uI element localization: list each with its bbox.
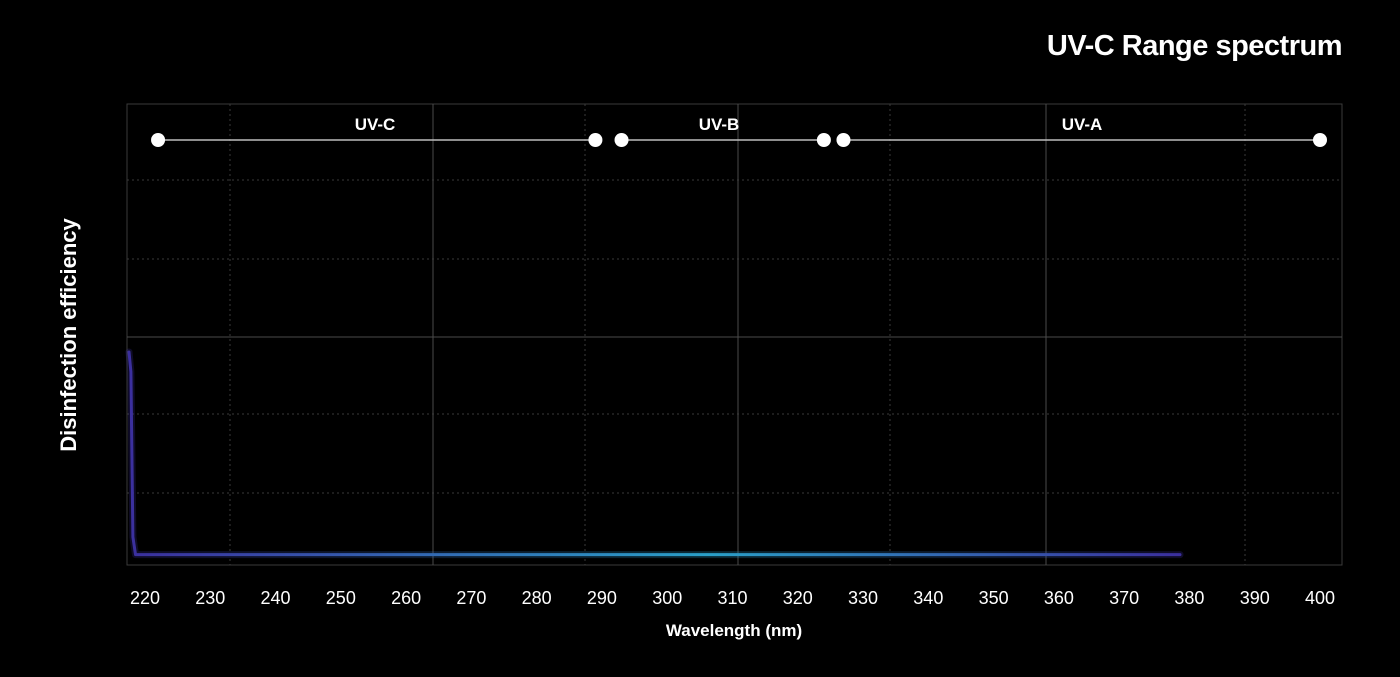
x-tick-label: 340 xyxy=(913,588,943,608)
band-end-marker xyxy=(816,133,831,147)
x-tick-label: 220 xyxy=(130,588,160,608)
x-tick-label: 360 xyxy=(1044,588,1074,608)
x-tick-label: 250 xyxy=(326,588,356,608)
x-tick-label: 240 xyxy=(261,588,291,608)
series-line xyxy=(127,350,1182,557)
x-tick-label: 330 xyxy=(848,588,878,608)
band-label: UV-C xyxy=(355,115,396,134)
x-axis-label: Wavelength (nm) xyxy=(665,621,803,640)
band-end-marker xyxy=(588,133,603,147)
band-start-marker xyxy=(151,133,166,147)
x-tick-label: 280 xyxy=(522,588,552,608)
x-tick-label: 350 xyxy=(979,588,1009,608)
x-tick-label: 230 xyxy=(195,588,225,608)
series-glow xyxy=(125,348,1184,559)
band-start-marker xyxy=(614,133,629,147)
x-tick-label: 390 xyxy=(1240,588,1270,608)
band-label: UV-A xyxy=(1062,115,1103,134)
x-tick-label: 290 xyxy=(587,588,617,608)
x-tick-label: 400 xyxy=(1305,588,1335,608)
x-tick-label: 380 xyxy=(1174,588,1204,608)
plot-frame xyxy=(126,103,1343,566)
x-tick-label: 370 xyxy=(1109,588,1139,608)
x-tick-label: 320 xyxy=(783,588,813,608)
chart-title: UV-C Range spectrum xyxy=(1046,30,1343,62)
band-start-marker xyxy=(836,133,851,147)
x-tick-label: 310 xyxy=(717,588,747,608)
x-tick-label: 300 xyxy=(652,588,682,608)
band-end-marker xyxy=(1313,133,1327,147)
x-tick-label: 260 xyxy=(391,588,421,608)
x-tick-label: 270 xyxy=(456,588,486,608)
band-label: UV-B xyxy=(699,115,740,134)
